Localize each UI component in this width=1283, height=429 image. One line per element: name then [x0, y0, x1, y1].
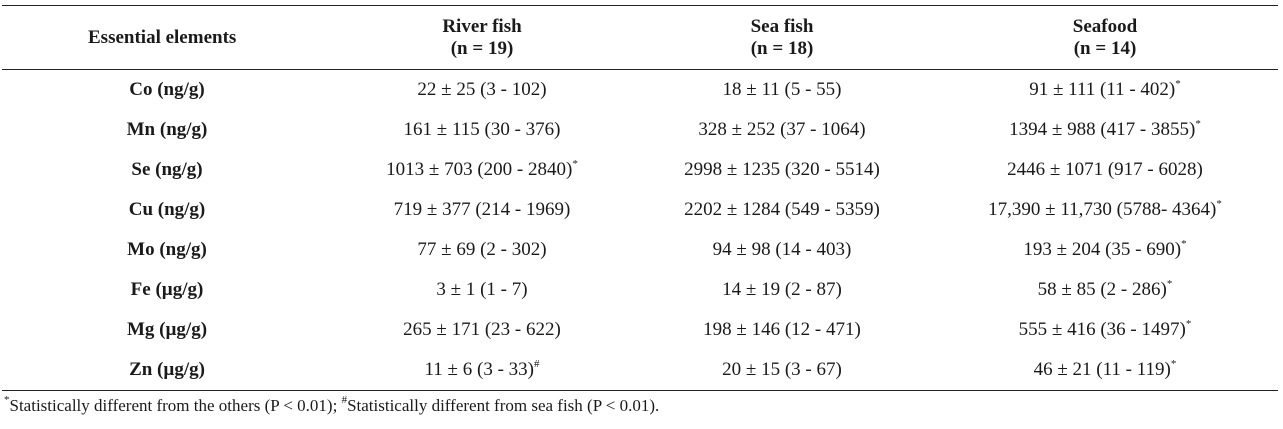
element-cell-value: Zn (µg/g) — [129, 359, 205, 380]
river-fish-cell: 77 ± 69 (2 - 302) — [332, 230, 632, 270]
element-cell: Zn (µg/g) — [2, 350, 332, 391]
element-cell: Mo (ng/g) — [2, 230, 332, 270]
river-fish-cell-value: 719 ± 377 (214 - 1969) — [393, 199, 571, 220]
sea-fish-cell-value: 2998 ± 1235 (320 - 5514) — [684, 159, 880, 180]
table-row: Fe (µg/g) 3 ± 1 (1 - 7) 14 ± 19 (2 - 87) 58… — [2, 270, 1278, 310]
river-fish-cell-value: 22 ± 25 (3 - 102) — [417, 79, 547, 100]
significance-mark: * — [1195, 118, 1201, 130]
table-row: Mn (ng/g) 161 ± 115 (30 - 376) 328 ± 252 (… — [2, 110, 1278, 150]
seafood-cell-value: 2446 ± 1071 (917 - 6028) — [1007, 159, 1203, 180]
table-row: Co (ng/g) 22 ± 25 (3 - 102) 18 ± 11 (5 - 5… — [2, 70, 1278, 111]
footnote-mark-hash: # — [341, 394, 348, 406]
sea-fish-cell: 328 ± 252 (37 - 1064) — [632, 110, 932, 150]
significance-mark: * — [1170, 358, 1177, 370]
river-fish-cell-value: 161 ± 115 (30 - 376) — [403, 119, 561, 140]
element-cell: Se (ng/g) — [2, 150, 332, 190]
element-cell: Mn (ng/g) — [2, 110, 332, 150]
significance-mark: # — [533, 358, 540, 370]
footnote-mark-asterisk: * — [4, 394, 10, 406]
river-fish-cell-value: 3 ± 1 (1 - 7) — [436, 279, 528, 300]
seafood-cell-value: 46 ± 21 (11 - 119) — [1033, 359, 1171, 380]
river-fish-cell: 161 ± 115 (30 - 376) — [332, 110, 632, 150]
river-fish-cell: 265 ± 171 (23 - 622) — [332, 310, 632, 350]
sea-fish-cell: 94 ± 98 (14 - 403) — [632, 230, 932, 270]
sea-fish-cell-value: 20 ± 15 (3 - 67) — [722, 359, 842, 380]
sea-fish-cell-value: 18 ± 11 (5 - 55) — [722, 79, 842, 100]
sea-fish-cell-value: 198 ± 146 (12 - 471) — [703, 319, 861, 340]
element-cell-value: Se (ng/g) — [131, 159, 203, 180]
sea-fish-cell-value: 328 ± 252 (37 - 1064) — [698, 119, 866, 140]
table-row: Se (ng/g) 1013 ± 703 (200 - 2840)* 2998 ± … — [2, 150, 1278, 190]
seafood-cell: 46 ± 21 (11 - 119)* — [932, 350, 1278, 391]
element-cell-value: Mo (ng/g) — [127, 239, 207, 260]
river-fish-cell: 3 ± 1 (1 - 7) — [332, 270, 632, 310]
seafood-cell: 193 ± 204 (35 - 690)* — [932, 230, 1278, 270]
element-cell: Co (ng/g) — [2, 70, 332, 111]
river-fish-cell-value: 11 ± 6 (3 - 33) — [424, 359, 534, 380]
element-cell-value: Fe (µg/g) — [130, 279, 204, 300]
element-cell: Mg (µg/g) — [2, 310, 332, 350]
element-cell-value: Mg (µg/g) — [126, 319, 208, 340]
header-seafood: Seafood (n = 14) — [1072, 15, 1138, 59]
significance-mark: * — [1175, 78, 1181, 90]
table-row: Mo (ng/g) 77 ± 69 (2 - 302) 94 ± 98 (14 - … — [2, 230, 1278, 270]
sea-fish-cell: 2998 ± 1235 (320 - 5514) — [632, 150, 932, 190]
significance-mark: * — [1185, 318, 1192, 330]
river-fish-cell-value: 1013 ± 703 (200 - 2840) — [386, 159, 573, 180]
seafood-cell: 1394 ± 988 (417 - 3855)* — [932, 110, 1278, 150]
header-sea-fish: Sea fish (n = 18) — [750, 15, 814, 59]
river-fish-cell-value: 265 ± 171 (23 - 622) — [403, 319, 561, 340]
river-fish-cell: 1013 ± 703 (200 - 2840)* — [332, 150, 632, 190]
essential-elements-table: Essential elements River fish (n = 19) Se… — [2, 5, 1278, 391]
footnote-text-2: Statistically different from sea fish (P… — [347, 396, 660, 415]
seafood-cell: 91 ± 111 (11 - 402)* — [932, 70, 1278, 111]
sea-fish-cell-value: 94 ± 98 (14 - 403) — [712, 239, 852, 260]
footnote-text-1: Statistically different from the others … — [9, 396, 342, 415]
sea-fish-cell-value: 14 ± 19 (2 - 87) — [722, 279, 842, 300]
seafood-cell-value: 58 ± 85 (2 - 286) — [1037, 279, 1167, 300]
significance-mark: * — [1216, 198, 1222, 210]
river-fish-cell-value: 77 ± 69 (2 - 302) — [417, 239, 547, 260]
seafood-cell-value: 17,390 ± 11,730 (5788- 4364) — [988, 199, 1217, 220]
element-cell: Fe (µg/g) — [2, 270, 332, 310]
seafood-cell-value: 193 ± 204 (35 - 690) — [1023, 239, 1182, 260]
table-footnote: *Statistically different from the others… — [4, 394, 660, 416]
element-cell-value: Mn (ng/g) — [126, 119, 208, 140]
sea-fish-cell: 14 ± 19 (2 - 87) — [632, 270, 932, 310]
table-header-row: Essential elements River fish (n = 19) Se… — [2, 5, 1278, 70]
seafood-cell: 17,390 ± 11,730 (5788- 4364)* — [932, 190, 1278, 230]
seafood-cell-value: 555 ± 416 (36 - 1497) — [1018, 319, 1186, 340]
table-row: Cu (ng/g) 719 ± 377 (214 - 1969) 2202 ± 12… — [2, 190, 1278, 230]
header-essential-elements: Essential elements — [88, 26, 237, 48]
header-river-fish: River fish (n = 19) — [442, 15, 522, 59]
seafood-cell: 555 ± 416 (36 - 1497)* — [932, 310, 1278, 350]
seafood-cell-value: 91 ± 111 (11 - 402) — [1029, 79, 1176, 100]
significance-mark: * — [1166, 278, 1173, 290]
seafood-cell: 2446 ± 1071 (917 - 6028) — [932, 150, 1278, 190]
sea-fish-cell: 18 ± 11 (5 - 55) — [632, 70, 932, 111]
element-cell-value: Cu (ng/g) — [128, 199, 206, 220]
seafood-cell: 58 ± 85 (2 - 286)* — [932, 270, 1278, 310]
element-cell: Cu (ng/g) — [2, 190, 332, 230]
sea-fish-cell: 20 ± 15 (3 - 67) — [632, 350, 932, 391]
element-cell-value: Co (ng/g) — [129, 79, 205, 100]
sea-fish-cell: 198 ± 146 (12 - 471) — [632, 310, 932, 350]
river-fish-cell: 11 ± 6 (3 - 33)# — [332, 350, 632, 391]
river-fish-cell: 719 ± 377 (214 - 1969) — [332, 190, 632, 230]
river-fish-cell: 22 ± 25 (3 - 102) — [332, 70, 632, 111]
seafood-cell-value: 1394 ± 988 (417 - 3855) — [1009, 119, 1196, 140]
sea-fish-cell-value: 2202 ± 1284 (549 - 5359) — [684, 199, 880, 220]
significance-mark: * — [572, 158, 578, 170]
significance-mark: * — [1181, 238, 1187, 250]
sea-fish-cell: 2202 ± 1284 (549 - 5359) — [632, 190, 932, 230]
table-row: Mg (µg/g) 265 ± 171 (23 - 622) 198 ± 146 (… — [2, 310, 1278, 350]
table-row: Zn (µg/g) 11 ± 6 (3 - 33)# 20 ± 15 (3 - 67… — [2, 350, 1278, 391]
